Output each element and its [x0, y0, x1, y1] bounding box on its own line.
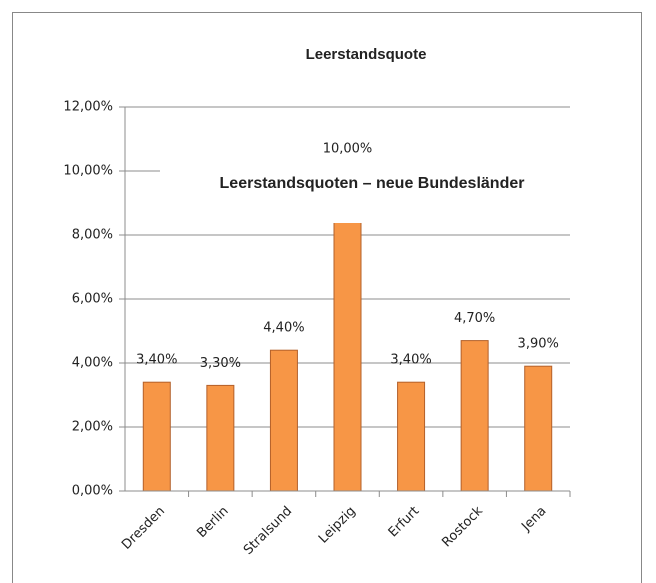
text-box: [160, 163, 588, 223]
y-tick-label: 4,00%: [72, 356, 113, 371]
value-label: 3,90%: [518, 337, 559, 352]
bar: [142, 381, 171, 492]
y-tick-label: 0,00%: [72, 484, 113, 499]
plot: 0,00%2,00%4,00%6,00%8,00%10,00%12,00%Dre…: [63, 100, 571, 558]
bar: [397, 381, 426, 492]
annotation: Leerstandsquoten – neue Bundesländer: [220, 175, 525, 192]
bar: [460, 340, 489, 492]
value-label: 4,70%: [454, 311, 495, 326]
y-tick-label: 2,00%: [72, 420, 113, 435]
value-label: 3,30%: [200, 356, 241, 371]
bar: [269, 349, 298, 492]
y-tick-label: 8,00%: [72, 228, 113, 243]
y-tick-label: 10,00%: [63, 164, 113, 179]
bar: [333, 170, 362, 492]
value-label: 3,40%: [390, 353, 431, 368]
chart-title: Leerstandsquote: [306, 46, 427, 63]
bar: [524, 365, 553, 492]
y-tick-label: 6,00%: [72, 292, 113, 307]
value-label: 3,40%: [136, 353, 177, 368]
bar: [206, 384, 235, 492]
y-tick-label: 12,00%: [63, 100, 113, 115]
value-label: 4,40%: [263, 321, 304, 336]
value-label: 10,00%: [323, 142, 373, 157]
